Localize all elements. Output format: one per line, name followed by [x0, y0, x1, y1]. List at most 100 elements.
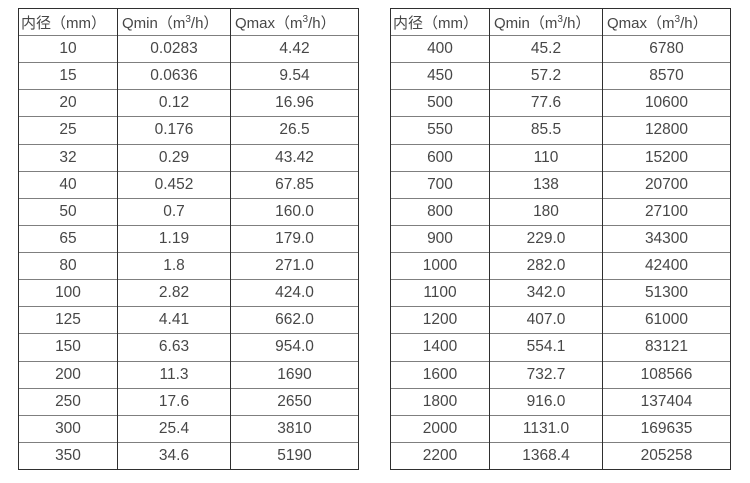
cell-diameter: 15 — [18, 62, 118, 90]
cell-qmax: 67.85 — [230, 170, 359, 199]
cell-qmin: 110 — [489, 143, 603, 172]
header-qmax: Qmax（m3/h） — [230, 8, 359, 36]
cell-diameter: 1800 — [390, 387, 490, 416]
table-row: 250 17.6 2650 — [18, 387, 359, 416]
cell-qmax: 954.0 — [230, 333, 359, 361]
cell-qmin: 25.4 — [117, 414, 231, 443]
cell-diameter: 25 — [18, 116, 118, 144]
table-row: 400 45.2 6780 — [390, 34, 731, 63]
cell-qmin: 0.0283 — [117, 34, 231, 63]
cell-qmax: 61000 — [602, 306, 731, 334]
cell-qmin: 34.6 — [117, 441, 231, 470]
header-qmin: Qmin（m3/h） — [117, 8, 231, 36]
cell-qmin: 17.6 — [117, 387, 231, 416]
cell-qmax: 51300 — [602, 279, 731, 307]
cell-diameter: 80 — [18, 251, 118, 280]
table-header-row: 内径（mm） Qmin（m3/h） Qmax（m3/h） — [390, 8, 731, 36]
table-body: 400 45.2 6780 450 57.2 8570 500 77.6 10600 550 85.… — [390, 34, 731, 470]
cell-qmax: 27100 — [602, 197, 731, 226]
cell-qmax: 10600 — [602, 89, 731, 117]
cell-diameter: 350 — [18, 441, 118, 470]
table-row: 2000 1131.0 169635 — [390, 414, 731, 443]
cell-qmin: 77.6 — [489, 89, 603, 117]
table-row: 20 0.12 16.96 — [18, 89, 359, 117]
header-diameter: 内径（mm） — [390, 8, 490, 36]
table-row: 1800 916.0 137404 — [390, 387, 731, 416]
spec-table-small-diameters: 内径（mm） Qmin（m3/h） Qmax（m3/h） 10 0.0283 4.42 1… — [18, 8, 359, 470]
table-row: 1200 407.0 61000 — [390, 306, 731, 334]
cell-qmin: 1.19 — [117, 224, 231, 253]
cell-diameter: 32 — [18, 143, 118, 172]
cell-qmax: 160.0 — [230, 197, 359, 226]
table-row: 150 6.63 954.0 — [18, 333, 359, 361]
cell-qmin: 282.0 — [489, 251, 603, 280]
cell-diameter: 2000 — [390, 414, 490, 443]
table-row: 32 0.29 43.42 — [18, 143, 359, 172]
cell-qmax: 8570 — [602, 62, 731, 90]
cell-qmin: 732.7 — [489, 360, 603, 389]
table-row: 50 0.7 160.0 — [18, 197, 359, 226]
cell-diameter: 450 — [390, 62, 490, 90]
cell-diameter: 900 — [390, 224, 490, 253]
table-row: 900 229.0 34300 — [390, 224, 731, 253]
cell-qmax: 424.0 — [230, 279, 359, 307]
cell-diameter: 65 — [18, 224, 118, 253]
cell-qmin: 916.0 — [489, 387, 603, 416]
cell-qmax: 2650 — [230, 387, 359, 416]
table-row: 350 34.6 5190 — [18, 441, 359, 470]
cell-qmin: 6.63 — [117, 333, 231, 361]
cell-qmin: 0.176 — [117, 116, 231, 144]
cell-diameter: 500 — [390, 89, 490, 117]
cell-qmin: 4.41 — [117, 306, 231, 334]
cell-qmin: 0.0636 — [117, 62, 231, 90]
table-row: 2200 1368.4 205258 — [390, 441, 731, 470]
cell-diameter: 300 — [18, 414, 118, 443]
cell-diameter: 550 — [390, 116, 490, 144]
cell-qmin: 45.2 — [489, 34, 603, 63]
cell-qmax: 179.0 — [230, 224, 359, 253]
table-row: 1600 732.7 108566 — [390, 360, 731, 389]
table-body: 10 0.0283 4.42 15 0.0636 9.54 20 0.12 16.96 25 0.1… — [18, 34, 359, 470]
cell-qmax: 205258 — [602, 441, 731, 470]
cell-qmin: 180 — [489, 197, 603, 226]
cell-qmax: 137404 — [602, 387, 731, 416]
cell-qmax: 271.0 — [230, 251, 359, 280]
cell-qmax: 169635 — [602, 414, 731, 443]
cell-qmax: 15200 — [602, 143, 731, 172]
cell-qmin: 1368.4 — [489, 441, 603, 470]
cell-qmin: 229.0 — [489, 224, 603, 253]
table-row: 700 138 20700 — [390, 170, 731, 199]
cell-qmin: 11.3 — [117, 360, 231, 389]
cell-qmax: 1690 — [230, 360, 359, 389]
table-row: 125 4.41 662.0 — [18, 306, 359, 334]
cell-diameter: 200 — [18, 360, 118, 389]
header-row: 内径（mm） Qmin（m3/h） Qmax（m3/h） — [390, 8, 731, 36]
table-row: 40 0.452 67.85 — [18, 170, 359, 199]
cell-diameter: 250 — [18, 387, 118, 416]
cell-diameter: 600 — [390, 143, 490, 172]
table-row: 200 11.3 1690 — [18, 360, 359, 389]
table-row: 10 0.0283 4.42 — [18, 34, 359, 63]
cell-qmin: 57.2 — [489, 62, 603, 90]
cell-diameter: 400 — [390, 34, 490, 63]
table-row: 65 1.19 179.0 — [18, 224, 359, 253]
cell-diameter: 150 — [18, 333, 118, 361]
cell-qmax: 20700 — [602, 170, 731, 199]
table-row: 300 25.4 3810 — [18, 414, 359, 443]
table-row: 600 110 15200 — [390, 143, 731, 172]
cell-diameter: 40 — [18, 170, 118, 199]
cell-qmax: 42400 — [602, 251, 731, 280]
table-row: 450 57.2 8570 — [390, 62, 731, 90]
header-qmin: Qmin（m3/h） — [489, 8, 603, 36]
cell-qmax: 34300 — [602, 224, 731, 253]
table-row: 15 0.0636 9.54 — [18, 62, 359, 90]
cell-diameter: 800 — [390, 197, 490, 226]
table-row: 100 2.82 424.0 — [18, 279, 359, 307]
cell-qmin: 0.29 — [117, 143, 231, 172]
cell-diameter: 10 — [18, 34, 118, 63]
cell-diameter: 100 — [18, 279, 118, 307]
cell-qmax: 5190 — [230, 441, 359, 470]
cell-qmax: 9.54 — [230, 62, 359, 90]
cell-diameter: 20 — [18, 89, 118, 117]
